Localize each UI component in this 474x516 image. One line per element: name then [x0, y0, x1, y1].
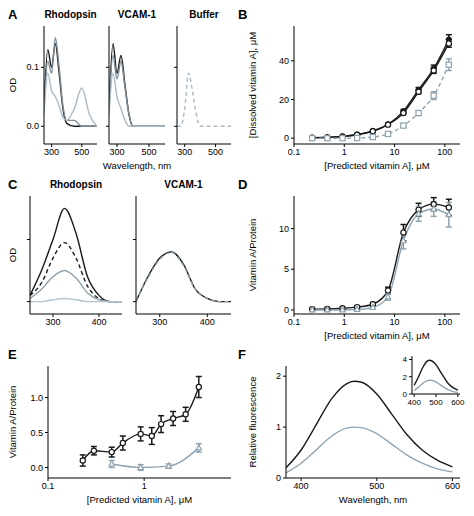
svg-text:1: 1	[142, 481, 147, 491]
svg-text:0: 0	[284, 133, 289, 143]
svg-text:0: 0	[284, 305, 289, 315]
svg-text:300: 300	[177, 147, 192, 157]
svg-text:100: 100	[437, 317, 452, 327]
svg-text:10: 10	[390, 147, 400, 157]
svg-text:500: 500	[429, 398, 443, 407]
svg-text:1: 1	[342, 317, 347, 327]
svg-text:[Dissolved vitamin A], μM: [Dissolved vitamin A], μM	[247, 32, 258, 138]
html-text:E: E	[8, 347, 17, 362]
svg-text:20: 20	[279, 95, 289, 105]
svg-text:400: 400	[91, 317, 106, 327]
html-text:C: C	[8, 177, 18, 192]
svg-text:300: 300	[152, 317, 167, 327]
svg-text:0: 0	[276, 473, 281, 483]
html-text:A: A	[8, 7, 18, 22]
html-text:VCAM-1: VCAM-1	[164, 179, 203, 190]
svg-text:4: 4	[403, 355, 408, 364]
svg-text:100: 100	[437, 147, 452, 157]
html-text:B: B	[238, 7, 248, 22]
svg-text:400: 400	[294, 481, 309, 491]
svg-text:0.1: 0.1	[288, 147, 301, 157]
svg-text:500: 500	[74, 147, 89, 157]
html-text:[Predicted vitamin A], μM: [Predicted vitamin A], μM	[324, 160, 430, 171]
svg-text:600: 600	[451, 398, 465, 407]
svg-text:Vitamin A/Protein: Vitamin A/Protein	[247, 219, 258, 292]
svg-text:0.5: 0.5	[30, 428, 43, 438]
html-text:Rhodopsin: Rhodopsin	[49, 179, 103, 190]
svg-text:300: 300	[109, 147, 124, 157]
svg-text:600: 600	[445, 481, 460, 491]
svg-text:40: 40	[279, 56, 289, 66]
svg-text:0.1: 0.1	[288, 317, 301, 327]
svg-text:OD: OD	[8, 248, 18, 262]
svg-text:500: 500	[369, 481, 384, 491]
html-text:[Predicted vitamin A], μM: [Predicted vitamin A], μM	[324, 330, 430, 341]
html-text:VCAM-1: VCAM-1	[117, 9, 157, 20]
svg-text:300: 300	[45, 317, 60, 327]
html-text:Wavelength, nm: Wavelength, nm	[102, 160, 172, 171]
html-text:Buffer: Buffer	[189, 9, 219, 20]
html-text:F: F	[238, 347, 246, 362]
html-text:Rhodopsin: Rhodopsin	[44, 9, 97, 20]
svg-text:Relative fluorescence: Relative fluorescence	[247, 377, 258, 468]
svg-text:Vitamin A/Protein: Vitamin A/Protein	[8, 386, 18, 459]
svg-text:OD: OD	[8, 78, 18, 92]
svg-text:400: 400	[200, 317, 215, 327]
svg-text:5: 5	[284, 264, 289, 274]
svg-text:1: 1	[342, 147, 347, 157]
svg-text:0.1: 0.1	[26, 62, 39, 72]
svg-text:1.0: 1.0	[30, 393, 43, 403]
svg-text:2: 2	[403, 373, 408, 382]
svg-text:10: 10	[390, 317, 400, 327]
svg-text:0.0: 0.0	[30, 463, 43, 473]
svg-text:0.0: 0.0	[26, 121, 39, 131]
svg-text:2: 2	[276, 371, 281, 381]
svg-text:0.1: 0.1	[42, 481, 55, 491]
svg-text:300: 300	[44, 147, 59, 157]
html-text:D: D	[238, 177, 248, 192]
svg-text:1: 1	[276, 422, 281, 432]
svg-text:500: 500	[208, 147, 223, 157]
html-text:Wavelength, nm: Wavelength, nm	[338, 494, 408, 505]
html-text:[Predicted vitamin A], μM: [Predicted vitamin A], μM	[86, 494, 193, 505]
svg-text:500: 500	[141, 147, 156, 157]
svg-text:400: 400	[408, 398, 422, 407]
svg-text:10: 10	[279, 224, 289, 234]
svg-text:0: 0	[403, 390, 408, 399]
